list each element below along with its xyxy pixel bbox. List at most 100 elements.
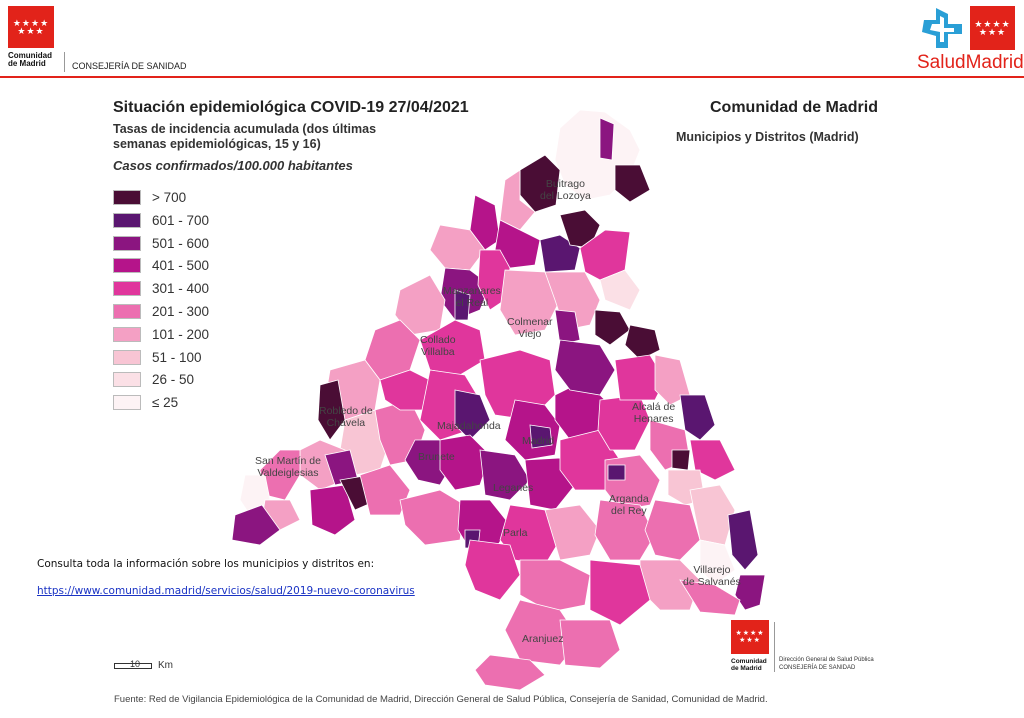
legend-item: 26 - 50 bbox=[113, 371, 194, 388]
header-divider bbox=[64, 52, 65, 72]
footer-logo-divider bbox=[774, 622, 775, 672]
map-region bbox=[439, 434, 491, 491]
map-region bbox=[654, 354, 691, 406]
legend-swatch bbox=[113, 190, 141, 205]
place-label-buitrago: Buitrago del Lozoya bbox=[540, 178, 591, 202]
legend-item: ≤ 25 bbox=[113, 394, 178, 411]
legend-swatch bbox=[113, 281, 141, 297]
map-region bbox=[599, 117, 615, 161]
legend-item: 501 - 600 bbox=[113, 235, 209, 252]
map-region bbox=[689, 439, 736, 481]
scale-value: 10 bbox=[130, 659, 141, 669]
map-region bbox=[309, 484, 356, 536]
map-region bbox=[671, 449, 691, 471]
map-region bbox=[474, 654, 546, 691]
place-label-madrid: Madrid bbox=[522, 435, 555, 447]
legend-label: ≤ 25 bbox=[152, 395, 179, 411]
map-region bbox=[454, 389, 491, 441]
salud-madrid-brand: SaludMadrid bbox=[917, 52, 1024, 73]
place-label-majadahonda: Majadahonda bbox=[437, 420, 501, 432]
place-label-colmenar: Colmenar Viejo bbox=[507, 316, 553, 340]
legend-label: 201 - 300 bbox=[152, 304, 210, 319]
place-label-collado-villalba: Collado Villalba bbox=[420, 334, 456, 358]
place-label-brunete: Brunete bbox=[418, 451, 455, 463]
region-subtitle: Municipios y Distritos (Madrid) bbox=[676, 130, 859, 144]
map-region bbox=[559, 619, 621, 669]
legend-swatch bbox=[113, 326, 141, 342]
salud-cross-icon bbox=[918, 4, 966, 52]
place-label-parla: Parla bbox=[503, 527, 528, 539]
place-label-arganda: Arganda del Rey bbox=[609, 493, 649, 517]
map-region bbox=[727, 509, 759, 571]
place-label-robledo: Robledo de Chavela bbox=[319, 405, 373, 429]
legend-label: 601 - 700 bbox=[152, 212, 210, 228]
place-label-leganes: Leganés bbox=[493, 482, 534, 494]
map-region bbox=[231, 504, 281, 546]
map-region bbox=[607, 464, 626, 481]
map-region bbox=[594, 309, 631, 346]
legend-swatch bbox=[113, 212, 141, 228]
legend-label: > 700 bbox=[152, 190, 187, 205]
legend-item: 101 - 200 bbox=[113, 326, 209, 343]
legend-swatch bbox=[113, 304, 141, 319]
footer-comunidad-flag-logo: ★★★★ ★★★ bbox=[731, 620, 769, 654]
place-label-aranjuez: Aranjuez bbox=[522, 633, 564, 645]
map-region bbox=[614, 164, 651, 203]
legend-item: > 700 bbox=[113, 189, 186, 206]
legend-label: 101 - 200 bbox=[152, 326, 210, 342]
header-department: CONSEJERÍA DE SANIDAD bbox=[72, 61, 187, 71]
source-text: Fuente: Red de Vigilancia Epidemiológica… bbox=[114, 694, 768, 705]
legend-item: 201 - 300 bbox=[113, 303, 209, 320]
place-label-alcala: Alcalá de Henares bbox=[632, 401, 676, 425]
map-region bbox=[504, 599, 581, 666]
comunidad-madrid-flag-logo: ★★★★ ★★★ bbox=[8, 6, 54, 48]
map-region bbox=[599, 269, 641, 311]
scale-bar bbox=[114, 663, 152, 669]
footer-dg-text: Dirección General de Salud Pública CONSE… bbox=[779, 657, 874, 671]
legend-label: 51 - 100 bbox=[152, 349, 202, 365]
map-region bbox=[699, 539, 736, 586]
map-region bbox=[464, 539, 521, 601]
map-region bbox=[317, 379, 346, 441]
legend-item: 301 - 400 bbox=[113, 280, 209, 297]
legend-swatch bbox=[113, 395, 141, 411]
place-label-san-martin: San Martín de Valdeiglesias bbox=[255, 455, 321, 479]
legend-label: 401 - 500 bbox=[152, 258, 210, 274]
map-region bbox=[734, 574, 766, 611]
legend-swatch bbox=[113, 258, 141, 274]
map-region bbox=[679, 579, 741, 616]
region-title: Comunidad de Madrid bbox=[710, 99, 878, 116]
legend-label: 26 - 50 bbox=[152, 372, 195, 388]
map-region bbox=[529, 424, 553, 449]
legend-label: 301 - 400 bbox=[152, 281, 210, 297]
legend-item: 601 - 700 bbox=[113, 212, 209, 229]
map-region bbox=[554, 339, 616, 396]
map-region bbox=[554, 309, 581, 346]
map-region bbox=[469, 194, 501, 251]
place-label-villarejo: Villarejo de Salvanés bbox=[683, 564, 741, 588]
legend-label: 501 - 600 bbox=[152, 235, 210, 251]
map-region bbox=[454, 289, 471, 321]
header-org-name: Comunidad de Madrid bbox=[8, 51, 52, 68]
map-region bbox=[399, 489, 466, 546]
map-region bbox=[544, 271, 601, 331]
map-region bbox=[544, 504, 601, 561]
map-subtitle: Tasas de incidencia acumulada (dos últim… bbox=[113, 122, 377, 151]
map-region bbox=[479, 449, 531, 501]
map-region bbox=[519, 559, 591, 613]
legend-swatch bbox=[113, 349, 141, 365]
legend-item: 51 - 100 bbox=[113, 349, 202, 366]
scale-unit: Km bbox=[158, 660, 173, 671]
header-rule bbox=[0, 76, 1024, 78]
map-region bbox=[559, 209, 601, 249]
map-region bbox=[644, 499, 701, 561]
legend-swatch bbox=[113, 235, 141, 251]
info-link[interactable]: https://www.comunidad.madrid/servicios/s… bbox=[37, 585, 415, 597]
place-label-manzanares: Manzanares el Real bbox=[443, 285, 501, 309]
map-units: Casos confirmados/100.000 habitantes bbox=[113, 158, 353, 173]
legend-swatch bbox=[113, 372, 141, 388]
legend-item: 401 - 500 bbox=[113, 257, 209, 274]
salud-madrid-flag-icon: ★★★★ ★★★ bbox=[970, 6, 1015, 50]
map-title: Situación epidemiológica COVID-19 27/04/… bbox=[113, 99, 469, 116]
